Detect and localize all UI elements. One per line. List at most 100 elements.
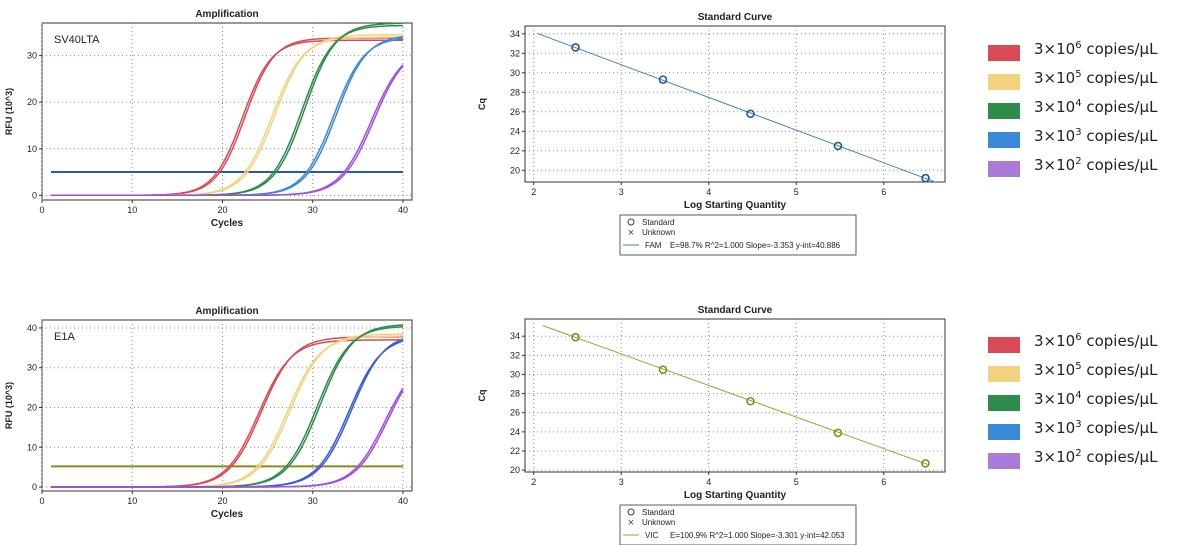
legend-standard-label: Standard — [642, 218, 674, 227]
x-axis-label: Log Starting Quantity — [684, 200, 787, 211]
y-tick-label: 30 — [27, 363, 37, 373]
legend-unknown-label: Unknown — [642, 228, 675, 237]
plot-area — [41, 319, 413, 492]
legend-label: 3×102 copies/μL — [1034, 156, 1158, 174]
y-tick-label: 34 — [510, 29, 520, 39]
legend-standard-label: Standard — [642, 508, 674, 517]
legend-label: 3×102 copies/μL — [1034, 448, 1158, 466]
target-label: E1A — [54, 331, 75, 343]
x-tick-label: 2 — [531, 187, 536, 197]
legend-swatch — [988, 132, 1020, 148]
standard-point — [833, 428, 843, 438]
y-tick-label: 30 — [510, 68, 520, 78]
legend-swatch — [988, 45, 1020, 61]
legend-fit-stats: E=100.9% R^2=1.000 Slope=-3.301 y-int=42… — [670, 531, 845, 540]
standard-point — [833, 141, 843, 151]
legend-swatch — [988, 424, 1020, 440]
fit-line — [537, 33, 937, 183]
y-tick-label: 10 — [27, 144, 37, 154]
standard-point — [571, 332, 580, 342]
x-tick-label: 4 — [706, 477, 711, 487]
amplification-curve — [51, 65, 404, 197]
y-tick-label: 24 — [510, 126, 520, 136]
legend-label: 3×103 copies/μL — [1034, 127, 1158, 145]
plot-area — [524, 25, 946, 183]
x-axis-label: Cycles — [211, 218, 244, 229]
y-axis-label: Cq — [477, 390, 487, 402]
standard-marker — [627, 508, 635, 516]
x-tick-label: 3 — [619, 477, 624, 487]
chart-title: Standard Curve — [698, 305, 773, 316]
x-tick-label: 30 — [308, 205, 318, 215]
x-tick-label: 6 — [881, 187, 886, 197]
y-tick-label: 22 — [510, 446, 520, 456]
x-tick-label: 40 — [398, 496, 408, 506]
legend-swatch — [988, 366, 1020, 382]
legend-swatch — [988, 395, 1020, 411]
amplification-chart-e1a: 0 10 20 30 40 0 10 20 30 40 Amplification Cycles RFU… — [4, 306, 413, 520]
fit-legend-box — [619, 504, 857, 545]
legend-unknown-label: Unknown — [642, 518, 675, 527]
legend-label: 3×104 copies/μL — [1034, 98, 1158, 116]
x-tick-label: 30 — [308, 496, 318, 506]
y-tick-label: 26 — [510, 408, 520, 418]
y-tick-label: 22 — [510, 146, 520, 156]
standard-point — [921, 459, 930, 468]
y-tick-label: 26 — [510, 107, 520, 117]
y-tick-label: 20 — [510, 165, 520, 175]
standard-marker — [627, 218, 635, 226]
x-tick-label: 20 — [217, 496, 227, 506]
y-tick-label: 20 — [510, 465, 520, 475]
y-tick-label: 20 — [27, 402, 37, 412]
x-tick-label: 40 — [398, 205, 408, 215]
legend-label: 3×105 copies/μL — [1034, 69, 1158, 87]
legend-label: 3×103 copies/μL — [1034, 419, 1158, 437]
y-tick-label: 10 — [27, 442, 37, 452]
y-axis-label: Cq — [477, 98, 487, 110]
fit-legend-box — [619, 214, 857, 256]
y-tick-label: 34 — [510, 331, 520, 341]
amplification-curve — [51, 390, 404, 488]
target-label: SV40LTA — [54, 34, 100, 46]
x-tick-label: 5 — [794, 187, 799, 197]
y-tick-label: 0 — [32, 482, 37, 492]
legend-swatch — [988, 161, 1020, 177]
x-tick-label: 4 — [706, 187, 711, 197]
y-tick-label: 32 — [510, 48, 520, 58]
x-tick-label: 10 — [127, 205, 137, 215]
x-tick-label: 20 — [217, 205, 227, 215]
y-tick-label: 28 — [510, 87, 520, 97]
legend-swatch — [988, 103, 1020, 119]
plot-area — [41, 22, 413, 201]
y-tick-label: 20 — [27, 97, 37, 107]
standard-point — [921, 173, 930, 183]
standard-point — [658, 75, 668, 84]
y-tick-label: 30 — [27, 51, 37, 61]
x-axis-label: Log Starting Quantity — [684, 490, 787, 501]
y-axis-label: RFU (10^3) — [4, 382, 14, 429]
amplification-chart-sv40lta: 0 10 20 30 40 0 10 20 30 Amplification Cycles RFU (… — [4, 9, 413, 229]
y-tick-label: 32 — [510, 350, 520, 360]
x-axis-label: Cycles — [211, 509, 244, 520]
unknown-marker: × — [628, 227, 634, 239]
x-tick-label: 5 — [794, 477, 799, 487]
legend-swatch — [988, 74, 1020, 90]
y-tick-label: 30 — [510, 369, 520, 379]
y-axis-label: RFU (10^3) — [4, 88, 14, 135]
legend-fit-label: FAM — [645, 241, 662, 250]
y-tick-label: 40 — [27, 323, 37, 333]
legend-label: 3×105 copies/μL — [1034, 361, 1158, 379]
fit-line — [542, 325, 928, 465]
standard-point — [658, 365, 668, 374]
legend-swatch — [988, 453, 1020, 469]
legend-label: 3×104 copies/μL — [1034, 390, 1158, 408]
x-tick-label: 10 — [127, 496, 137, 506]
unknown-marker: × — [628, 517, 634, 529]
legend-label: 3×106 copies/μL — [1034, 40, 1158, 58]
legend-swatch — [988, 337, 1020, 353]
x-tick-label: 0 — [39, 496, 44, 506]
x-tick-label: 6 — [881, 477, 886, 487]
chart-title: Amplification — [195, 9, 258, 20]
